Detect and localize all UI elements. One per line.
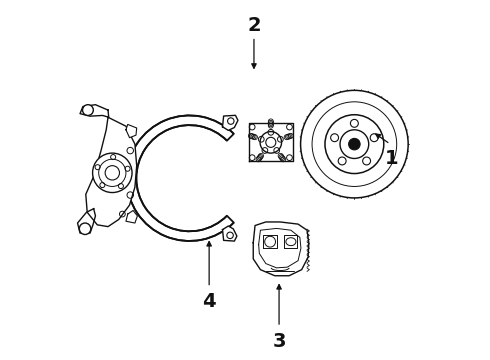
Polygon shape [222,115,238,130]
Circle shape [93,153,132,193]
Polygon shape [77,209,96,233]
Polygon shape [285,235,297,248]
Polygon shape [253,222,309,276]
Circle shape [300,90,408,198]
Text: 3: 3 [272,332,286,351]
Polygon shape [222,226,237,241]
Polygon shape [80,105,109,117]
Polygon shape [126,125,137,138]
Circle shape [349,138,360,150]
Polygon shape [248,123,293,161]
Polygon shape [126,211,137,223]
Polygon shape [86,117,137,226]
Polygon shape [263,235,276,248]
Circle shape [82,105,93,116]
Text: 2: 2 [247,16,261,35]
Text: 4: 4 [202,292,216,311]
Text: 1: 1 [385,149,399,168]
Circle shape [79,223,91,234]
Circle shape [260,132,282,153]
Polygon shape [259,228,301,268]
Polygon shape [127,116,234,241]
